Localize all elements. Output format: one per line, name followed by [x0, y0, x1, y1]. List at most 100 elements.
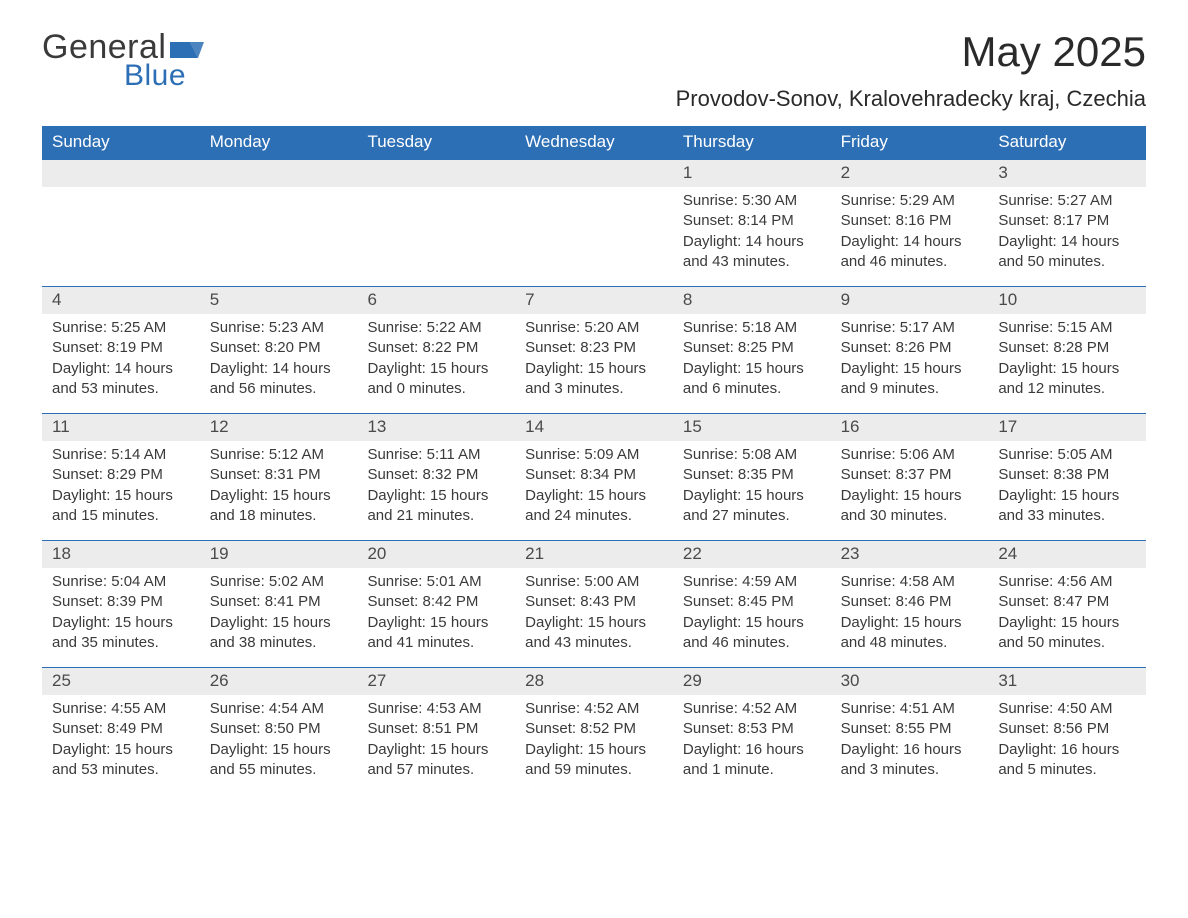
- daylight-text: Daylight: 15 hours and 21 minutes.: [367, 486, 505, 527]
- sunrise-text: Sunrise: 4:58 AM: [841, 572, 979, 592]
- day-cell: 24Sunrise: 4:56 AMSunset: 8:47 PMDayligh…: [988, 541, 1146, 667]
- day-number: .: [42, 160, 200, 187]
- sunset-text: Sunset: 8:52 PM: [525, 719, 663, 739]
- day-cell: 4Sunrise: 5:25 AMSunset: 8:19 PMDaylight…: [42, 287, 200, 413]
- dow-cell: Friday: [831, 126, 989, 160]
- daylight-text: Daylight: 16 hours and 3 minutes.: [841, 740, 979, 781]
- week-row: ....1Sunrise: 5:30 AMSunset: 8:14 PMDayl…: [42, 160, 1146, 286]
- day-cell: 26Sunrise: 4:54 AMSunset: 8:50 PMDayligh…: [200, 668, 358, 794]
- day-of-week-header: SundayMondayTuesdayWednesdayThursdayFrid…: [42, 126, 1146, 160]
- day-number: 22: [673, 541, 831, 568]
- daylight-text: Daylight: 14 hours and 56 minutes.: [210, 359, 348, 400]
- sunset-text: Sunset: 8:37 PM: [841, 465, 979, 485]
- sunrise-text: Sunrise: 5:25 AM: [52, 318, 190, 338]
- sunrise-text: Sunrise: 5:17 AM: [841, 318, 979, 338]
- day-body: Sunrise: 4:53 AMSunset: 8:51 PMDaylight:…: [357, 695, 515, 780]
- day-cell: 19Sunrise: 5:02 AMSunset: 8:41 PMDayligh…: [200, 541, 358, 667]
- daylight-text: Daylight: 15 hours and 55 minutes.: [210, 740, 348, 781]
- day-number: 6: [357, 287, 515, 314]
- daylight-text: Daylight: 15 hours and 24 minutes.: [525, 486, 663, 527]
- sunset-text: Sunset: 8:32 PM: [367, 465, 505, 485]
- sunset-text: Sunset: 8:34 PM: [525, 465, 663, 485]
- sunset-text: Sunset: 8:42 PM: [367, 592, 505, 612]
- day-number: 12: [200, 414, 358, 441]
- day-cell: 2Sunrise: 5:29 AMSunset: 8:16 PMDaylight…: [831, 160, 989, 286]
- day-body: Sunrise: 5:12 AMSunset: 8:31 PMDaylight:…: [200, 441, 358, 526]
- day-body: [200, 187, 358, 191]
- day-body: Sunrise: 5:05 AMSunset: 8:38 PMDaylight:…: [988, 441, 1146, 526]
- sunset-text: Sunset: 8:20 PM: [210, 338, 348, 358]
- daylight-text: Daylight: 15 hours and 50 minutes.: [998, 613, 1136, 654]
- day-number: .: [200, 160, 358, 187]
- day-number: .: [357, 160, 515, 187]
- dow-cell: Sunday: [42, 126, 200, 160]
- sunrise-text: Sunrise: 4:54 AM: [210, 699, 348, 719]
- daylight-text: Daylight: 15 hours and 53 minutes.: [52, 740, 190, 781]
- week-row: 25Sunrise: 4:55 AMSunset: 8:49 PMDayligh…: [42, 667, 1146, 794]
- day-cell: 12Sunrise: 5:12 AMSunset: 8:31 PMDayligh…: [200, 414, 358, 540]
- sunset-text: Sunset: 8:45 PM: [683, 592, 821, 612]
- sunrise-text: Sunrise: 4:50 AM: [998, 699, 1136, 719]
- sunrise-text: Sunrise: 5:20 AM: [525, 318, 663, 338]
- dow-cell: Monday: [200, 126, 358, 160]
- sunrise-text: Sunrise: 5:18 AM: [683, 318, 821, 338]
- day-cell: 6Sunrise: 5:22 AMSunset: 8:22 PMDaylight…: [357, 287, 515, 413]
- sunset-text: Sunset: 8:29 PM: [52, 465, 190, 485]
- sunrise-text: Sunrise: 4:59 AM: [683, 572, 821, 592]
- day-cell: 1Sunrise: 5:30 AMSunset: 8:14 PMDaylight…: [673, 160, 831, 286]
- day-number: 21: [515, 541, 673, 568]
- sunrise-text: Sunrise: 4:52 AM: [683, 699, 821, 719]
- day-cell: 15Sunrise: 5:08 AMSunset: 8:35 PMDayligh…: [673, 414, 831, 540]
- day-body: [515, 187, 673, 191]
- calendar-grid: SundayMondayTuesdayWednesdayThursdayFrid…: [42, 126, 1146, 794]
- weeks-container: ....1Sunrise: 5:30 AMSunset: 8:14 PMDayl…: [42, 160, 1146, 794]
- week-row: 4Sunrise: 5:25 AMSunset: 8:19 PMDaylight…: [42, 286, 1146, 413]
- day-number: 3: [988, 160, 1146, 187]
- sunrise-text: Sunrise: 4:51 AM: [841, 699, 979, 719]
- sunrise-text: Sunrise: 4:56 AM: [998, 572, 1136, 592]
- daylight-text: Daylight: 16 hours and 1 minute.: [683, 740, 821, 781]
- day-cell: .: [515, 160, 673, 286]
- sunset-text: Sunset: 8:38 PM: [998, 465, 1136, 485]
- sunrise-text: Sunrise: 5:29 AM: [841, 191, 979, 211]
- day-body: Sunrise: 5:14 AMSunset: 8:29 PMDaylight:…: [42, 441, 200, 526]
- daylight-text: Daylight: 14 hours and 46 minutes.: [841, 232, 979, 273]
- day-body: Sunrise: 5:17 AMSunset: 8:26 PMDaylight:…: [831, 314, 989, 399]
- day-body: Sunrise: 5:00 AMSunset: 8:43 PMDaylight:…: [515, 568, 673, 653]
- day-cell: 21Sunrise: 5:00 AMSunset: 8:43 PMDayligh…: [515, 541, 673, 667]
- day-number: 15: [673, 414, 831, 441]
- sunrise-text: Sunrise: 4:53 AM: [367, 699, 505, 719]
- day-cell: 30Sunrise: 4:51 AMSunset: 8:55 PMDayligh…: [831, 668, 989, 794]
- sunrise-text: Sunrise: 5:30 AM: [683, 191, 821, 211]
- daylight-text: Daylight: 15 hours and 33 minutes.: [998, 486, 1136, 527]
- day-body: Sunrise: 4:54 AMSunset: 8:50 PMDaylight:…: [200, 695, 358, 780]
- daylight-text: Daylight: 15 hours and 9 minutes.: [841, 359, 979, 400]
- sunrise-text: Sunrise: 5:23 AM: [210, 318, 348, 338]
- sunset-text: Sunset: 8:25 PM: [683, 338, 821, 358]
- dow-cell: Saturday: [988, 126, 1146, 160]
- title-block: May 2025 Provodov-Sonov, Kralovehradecky…: [676, 28, 1146, 112]
- sunset-text: Sunset: 8:43 PM: [525, 592, 663, 612]
- calendar-page: General Blue May 2025 Provodov-Sonov, Kr…: [0, 0, 1188, 834]
- day-body: Sunrise: 4:56 AMSunset: 8:47 PMDaylight:…: [988, 568, 1146, 653]
- day-body: Sunrise: 5:02 AMSunset: 8:41 PMDaylight:…: [200, 568, 358, 653]
- day-cell: 31Sunrise: 4:50 AMSunset: 8:56 PMDayligh…: [988, 668, 1146, 794]
- day-number: 29: [673, 668, 831, 695]
- day-body: Sunrise: 5:30 AMSunset: 8:14 PMDaylight:…: [673, 187, 831, 272]
- day-cell: 14Sunrise: 5:09 AMSunset: 8:34 PMDayligh…: [515, 414, 673, 540]
- sunset-text: Sunset: 8:26 PM: [841, 338, 979, 358]
- sunset-text: Sunset: 8:19 PM: [52, 338, 190, 358]
- day-body: Sunrise: 5:11 AMSunset: 8:32 PMDaylight:…: [357, 441, 515, 526]
- dow-cell: Thursday: [673, 126, 831, 160]
- day-number: 10: [988, 287, 1146, 314]
- day-body: Sunrise: 5:27 AMSunset: 8:17 PMDaylight:…: [988, 187, 1146, 272]
- sunrise-text: Sunrise: 4:52 AM: [525, 699, 663, 719]
- sunrise-text: Sunrise: 5:09 AM: [525, 445, 663, 465]
- week-row: 18Sunrise: 5:04 AMSunset: 8:39 PMDayligh…: [42, 540, 1146, 667]
- day-number: 23: [831, 541, 989, 568]
- dow-cell: Tuesday: [357, 126, 515, 160]
- day-number: 2: [831, 160, 989, 187]
- daylight-text: Daylight: 15 hours and 18 minutes.: [210, 486, 348, 527]
- day-cell: 29Sunrise: 4:52 AMSunset: 8:53 PMDayligh…: [673, 668, 831, 794]
- day-cell: 10Sunrise: 5:15 AMSunset: 8:28 PMDayligh…: [988, 287, 1146, 413]
